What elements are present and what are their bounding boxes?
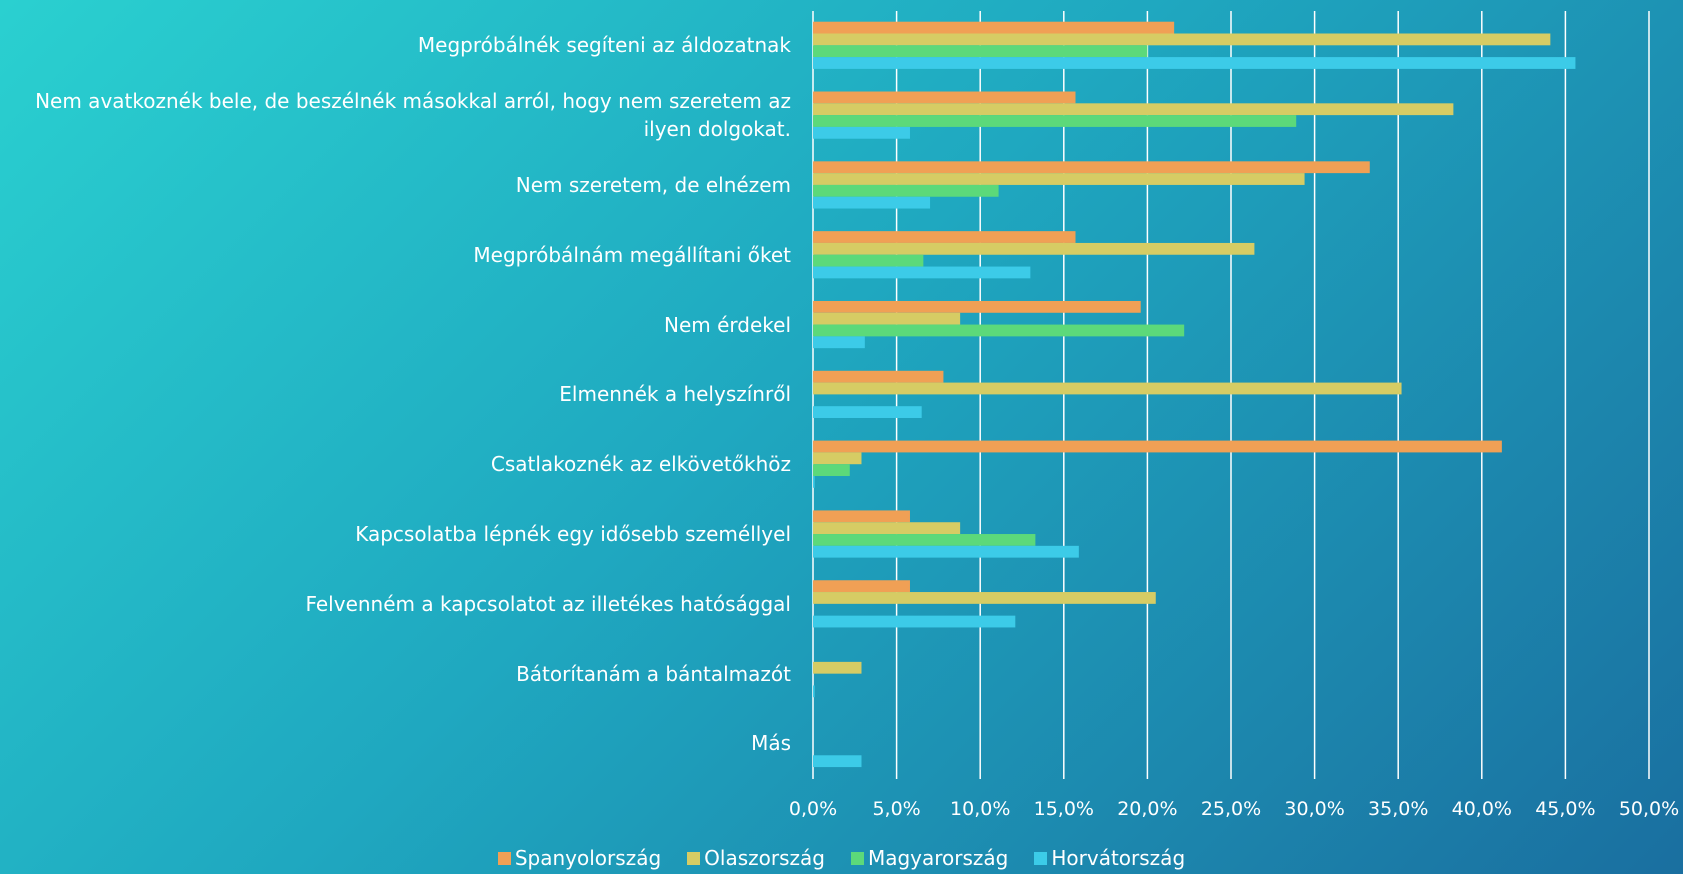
bar	[813, 592, 1156, 604]
bar	[813, 300, 1141, 313]
x-tick-label: 40,0%	[1452, 798, 1512, 820]
bar	[813, 57, 1576, 69]
bar	[813, 312, 961, 325]
x-tick-label: 25,0%	[1201, 798, 1261, 820]
bar	[813, 184, 999, 197]
x-tick-label: 5,0%	[872, 798, 920, 820]
legend-label: Spanyolország	[514, 846, 662, 870]
bar	[813, 45, 1148, 58]
category-label: Felvenném a kapcsolatot az illetékes hat…	[305, 591, 791, 616]
category-label: Elmennék a helyszínről	[559, 382, 791, 407]
bar	[813, 196, 931, 209]
legend-swatch	[850, 851, 864, 865]
legend-label: Horvátország	[1051, 846, 1186, 870]
bar	[813, 464, 850, 477]
category-label: Bátorítanám a bántalmazót	[516, 661, 791, 686]
category-label: Csatlakoznék az elkövetőkhöz	[490, 452, 791, 477]
legend-item: Horvátország	[1034, 846, 1185, 870]
legend-swatch	[497, 851, 511, 865]
legend-item: Olaszország	[687, 846, 825, 870]
bar	[813, 336, 865, 349]
category-label: Kapcsolatba lépnék egy idősebb személlye…	[355, 522, 791, 547]
bar	[813, 161, 1370, 174]
x-tick-label: 10,0%	[950, 798, 1010, 820]
legend: Spanyolország Olaszország Magyarország Horv…	[0, 846, 1683, 870]
bar	[813, 324, 1185, 337]
legend-label: Olaszország	[704, 846, 825, 870]
bar	[813, 382, 1402, 395]
category-label: Más	[751, 731, 791, 756]
bar	[813, 580, 910, 593]
legend-item: Magyarország	[850, 846, 1009, 870]
category-label: Megpróbálnám megállítani őket	[473, 242, 791, 267]
bar	[813, 510, 910, 523]
legend-swatch	[1034, 851, 1048, 865]
x-tick-label: 0,0%	[789, 798, 837, 820]
x-tick-label: 45,0%	[1535, 798, 1595, 820]
bar	[813, 685, 815, 698]
bar	[813, 91, 1076, 104]
legend-item: Spanyolország	[497, 846, 662, 870]
bar	[813, 661, 862, 674]
x-tick-label: 20,0%	[1117, 798, 1177, 820]
x-tick-label: 30,0%	[1284, 798, 1344, 820]
x-tick-label: 50,0%	[1619, 798, 1679, 820]
bar	[813, 755, 862, 768]
bar	[813, 545, 1079, 558]
bar	[813, 115, 1297, 127]
bar	[813, 231, 1076, 243]
bar	[813, 476, 815, 488]
category-label: Nem szeretem, de elnézem	[515, 172, 791, 197]
bar	[813, 173, 1305, 185]
bar	[813, 406, 922, 418]
legend-label: Magyarország	[867, 846, 1009, 870]
category-label: Megpróbálnék segíteni az áldozatnak	[417, 33, 791, 58]
bar	[813, 452, 862, 465]
x-tick-label: 15,0%	[1034, 798, 1094, 820]
bar	[813, 103, 1454, 116]
x-tick-label: 35,0%	[1368, 798, 1428, 820]
bar	[813, 21, 1175, 34]
legend-swatch	[687, 851, 701, 865]
bar	[813, 440, 1502, 453]
bar	[813, 370, 944, 383]
bar	[813, 126, 910, 139]
category-label: Nem érdekel	[663, 312, 791, 337]
bar	[813, 615, 1016, 628]
bar	[813, 254, 924, 267]
bar	[813, 266, 1031, 279]
bar	[813, 522, 961, 535]
bar	[813, 534, 1036, 546]
category-label: Nem avatkoznék bele, de beszélnék másokk…	[35, 89, 791, 142]
bar	[813, 33, 1551, 46]
bar	[813, 242, 1255, 255]
